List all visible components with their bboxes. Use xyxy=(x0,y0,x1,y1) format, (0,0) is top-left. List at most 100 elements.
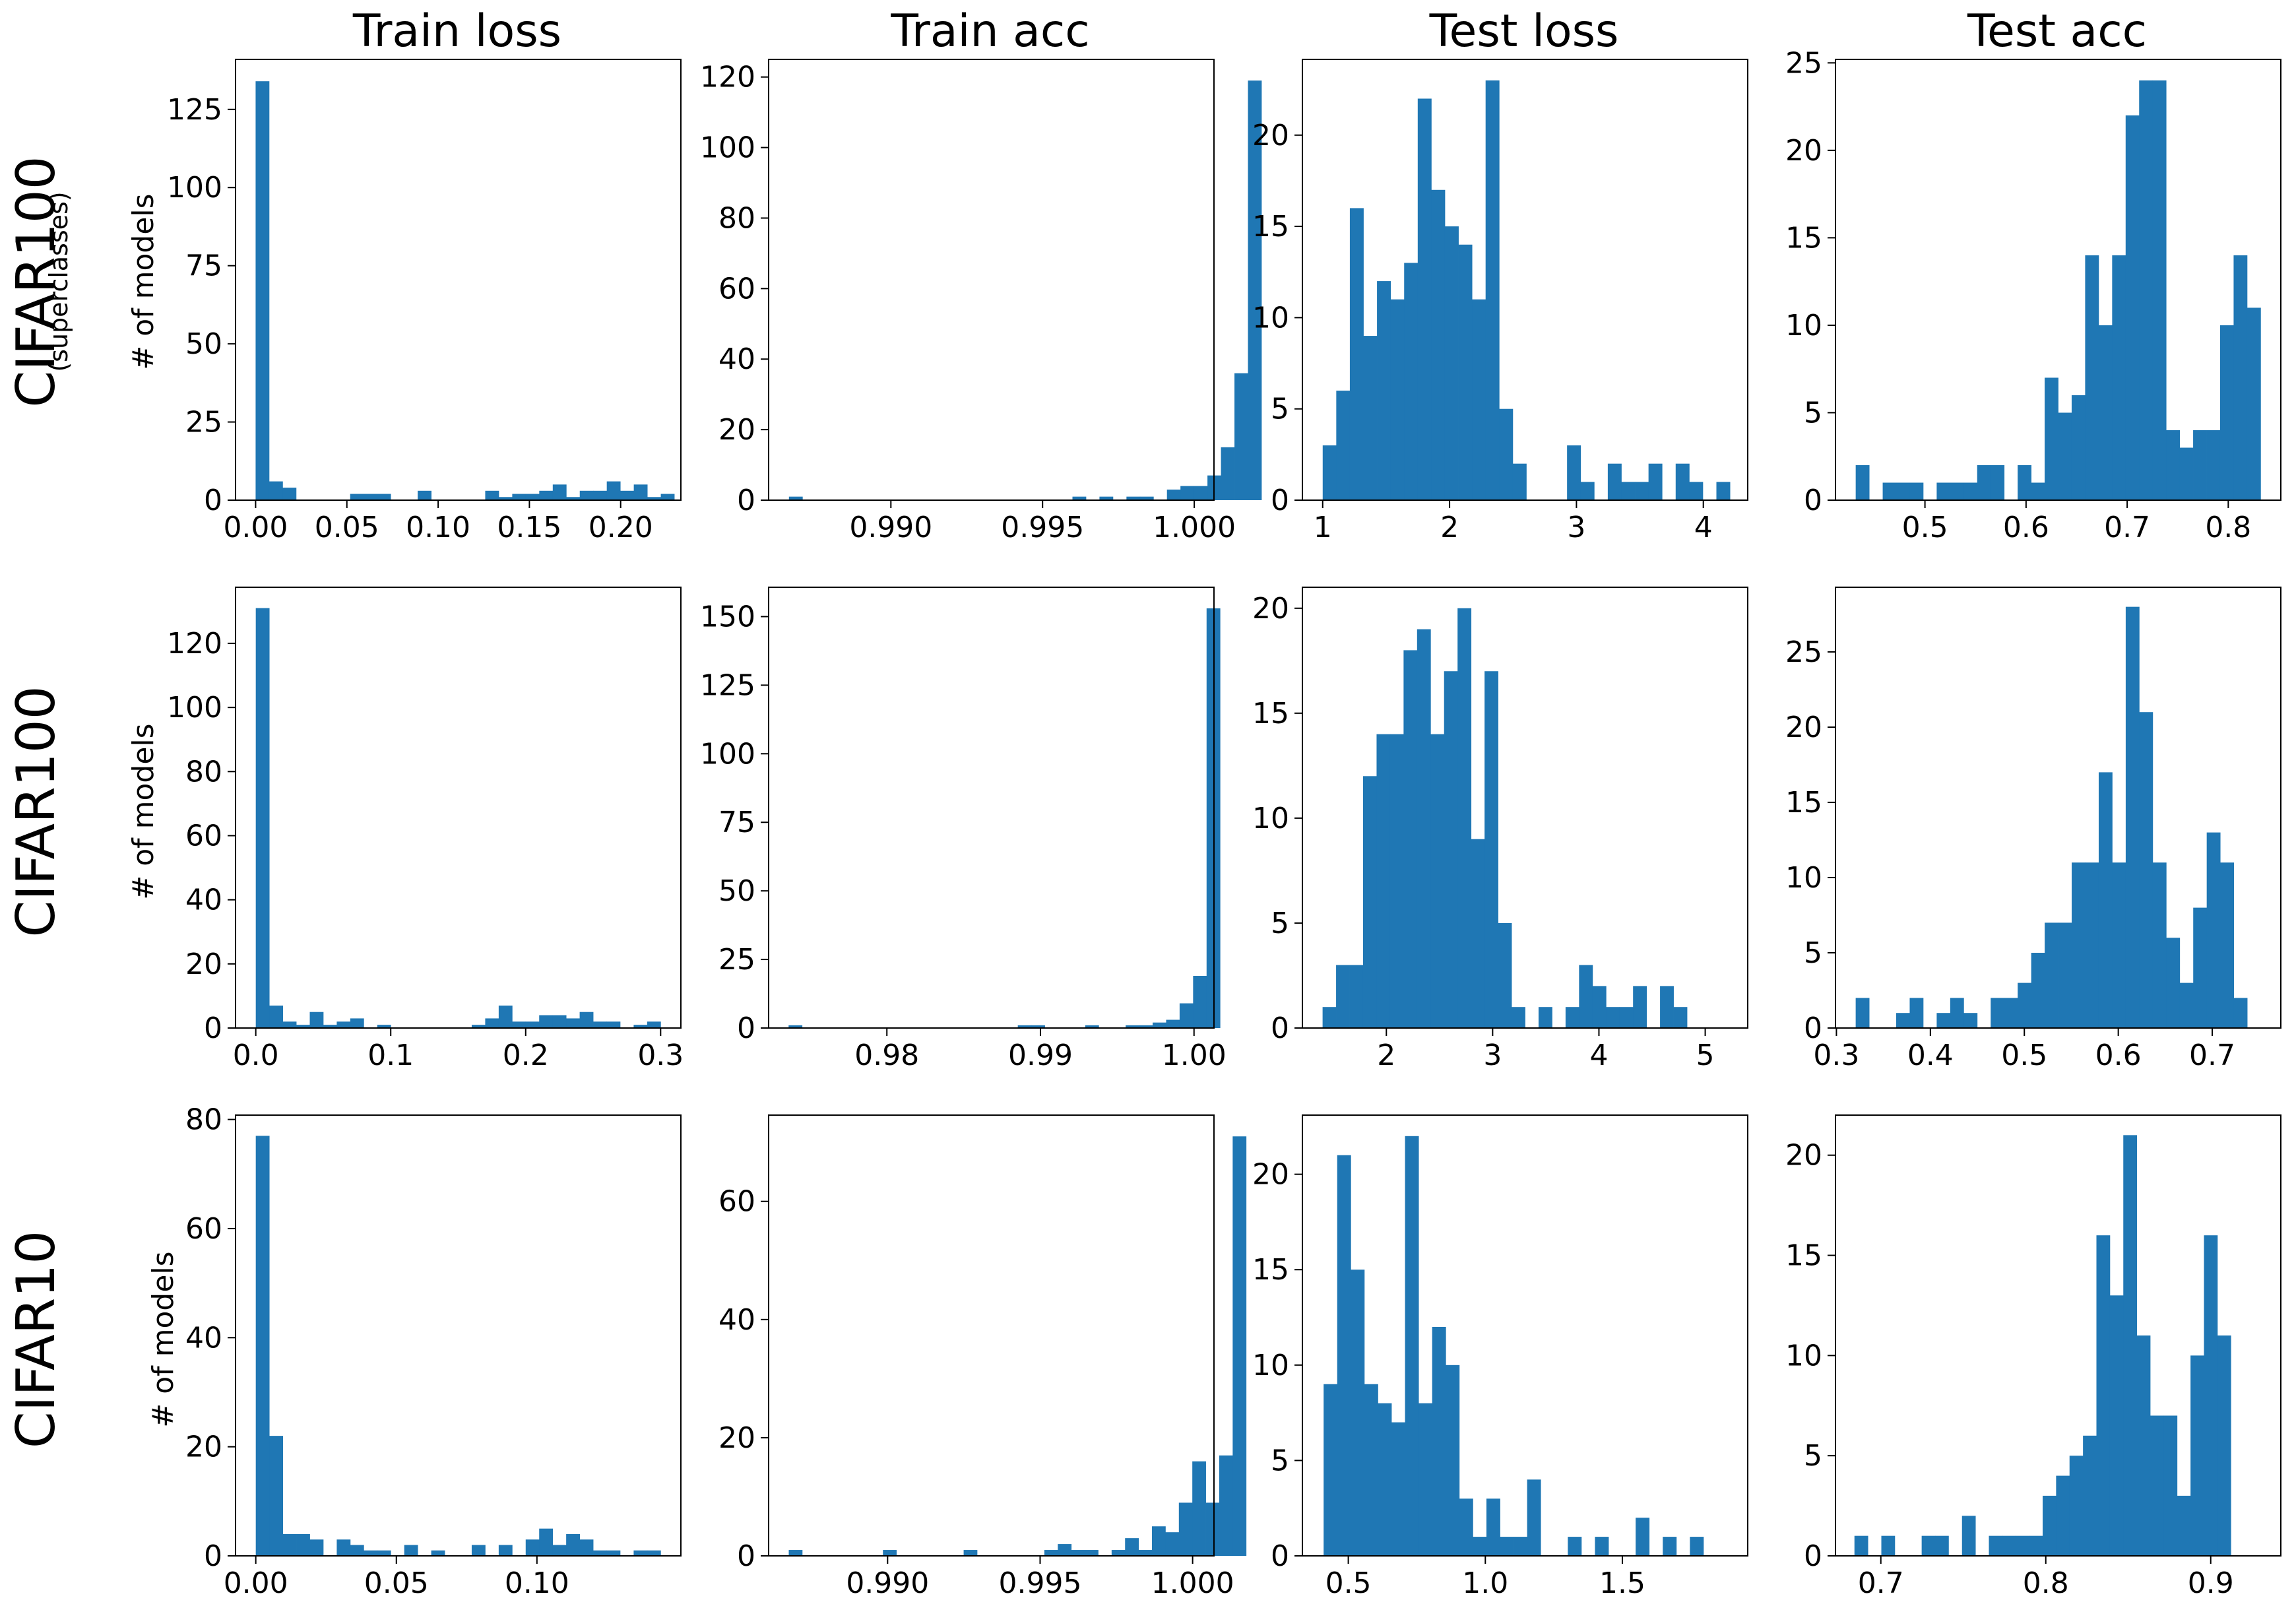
y-tick-label: 25 xyxy=(718,943,755,977)
histogram-bar xyxy=(498,1545,513,1556)
y-tick-label: 80 xyxy=(185,1103,222,1137)
histogram-bar xyxy=(1619,1007,1634,1028)
histogram-bar xyxy=(633,1550,648,1556)
histogram-bar xyxy=(1606,1007,1620,1028)
histogram-bar xyxy=(1139,1025,1153,1028)
histogram-bar xyxy=(2179,447,2194,500)
histogram-bar xyxy=(620,490,635,500)
histogram-bar xyxy=(593,1550,607,1556)
histogram-bar xyxy=(1580,482,1595,500)
bars xyxy=(1854,1135,2231,1556)
histogram-bar xyxy=(1322,445,1337,500)
y-tick-label: 5 xyxy=(1804,936,1822,970)
histogram-bar xyxy=(350,494,364,500)
histogram-bar xyxy=(1579,965,1593,1028)
histogram-bar xyxy=(1179,1003,1194,1028)
histogram-bar xyxy=(471,1545,486,1556)
y-tick-label: 0 xyxy=(1804,1012,1822,1045)
histogram-bar xyxy=(1166,1019,1180,1028)
y-tick-label: 60 xyxy=(718,1185,755,1219)
bars xyxy=(1855,80,2261,500)
histogram-bar xyxy=(1499,408,1514,500)
histogram-bar xyxy=(2152,862,2167,1028)
x-tick-label: 2 xyxy=(1440,511,1459,544)
axes-frame xyxy=(768,587,1215,1029)
histogram-bar xyxy=(1977,465,1991,500)
y-tick-label: 20 xyxy=(185,948,222,981)
histogram-bar xyxy=(1444,671,1458,1028)
histogram-bar xyxy=(1389,734,1404,1028)
column-title-train-loss: Train loss xyxy=(352,5,561,57)
histogram-bar xyxy=(1636,1518,1650,1556)
y-tick-label: 15 xyxy=(1785,786,1822,820)
histogram-bar xyxy=(255,81,270,500)
y-tick-label: 0 xyxy=(1804,1539,1822,1573)
histogram-bar xyxy=(309,1539,324,1556)
histogram-bar xyxy=(1991,998,2005,1028)
histogram-bar xyxy=(1219,1455,1233,1556)
y-tick-label: 100 xyxy=(700,737,755,771)
histogram-bar xyxy=(1221,447,1235,500)
histogram-bar xyxy=(1072,496,1087,500)
histogram-bar xyxy=(1363,336,1378,500)
histogram-bar xyxy=(2096,1235,2111,1556)
x-tick-label: 1.0 xyxy=(1462,1566,1508,1600)
y-tick-label: 20 xyxy=(1252,119,1289,152)
y-tick-label: 20 xyxy=(718,413,755,447)
y-tick-label: 60 xyxy=(718,272,755,306)
histogram-bar xyxy=(1152,1526,1166,1556)
histogram-bar xyxy=(1633,986,1647,1028)
histogram-bar xyxy=(1485,80,1500,500)
histogram-bar xyxy=(2056,1475,2070,1556)
histogram-bar xyxy=(1458,244,1473,500)
histogram-bar xyxy=(1459,1498,1473,1556)
histogram-bar xyxy=(1567,445,1581,500)
y-tick-label: 10 xyxy=(1252,1349,1289,1382)
histogram-bar xyxy=(377,1550,391,1556)
x-tick-label: 0.990 xyxy=(846,1566,929,1600)
histogram-bar xyxy=(579,1539,594,1556)
histogram-bar xyxy=(1909,482,1924,500)
histogram-bar xyxy=(282,1533,297,1556)
x-tick-label: 0.20 xyxy=(589,511,653,544)
x-tick-label: 0.00 xyxy=(223,511,288,544)
histogram-bar xyxy=(1527,1479,1541,1556)
histogram-bar xyxy=(1498,922,1512,1028)
histogram-bar xyxy=(606,481,621,500)
histogram-bar xyxy=(1689,482,1704,500)
histogram-bar xyxy=(1234,373,1248,500)
histogram-bar xyxy=(2123,1135,2138,1556)
histogram-bar xyxy=(1690,1537,1704,1556)
x-tick-label: 1.5 xyxy=(1599,1566,1645,1600)
x-tick-label: 3 xyxy=(1567,511,1585,544)
row-label-cifar10: CIFAR10 xyxy=(5,1231,67,1448)
y-tick-label: 0 xyxy=(737,484,755,517)
histogram-bar xyxy=(1854,1535,1868,1556)
histogram-bar xyxy=(1390,299,1405,500)
y-tick-label: 10 xyxy=(1252,802,1289,835)
histogram-test-acc-row-2: 0.3 0.4 0.5 0.6 0.7 0 5 10 15 20 25 xyxy=(1785,587,2281,1072)
histogram-bar xyxy=(552,1545,567,1556)
histogram-bar xyxy=(1180,486,1195,500)
column-titles: Train loss Train acc Test loss Test acc xyxy=(352,5,2147,57)
histogram-bar xyxy=(1607,463,1622,500)
histogram-bar xyxy=(2045,922,2058,1028)
histogram-bar xyxy=(2045,377,2058,500)
histogram-bar xyxy=(2112,862,2126,1028)
histogram-bar xyxy=(2163,1415,2178,1556)
x-tick-label: 0.10 xyxy=(505,1566,569,1600)
y-tick-label: 0 xyxy=(204,484,222,517)
histogram-bar xyxy=(1139,496,1154,500)
y-tick-label: 15 xyxy=(1252,1253,1289,1287)
axes-frame xyxy=(1302,587,1748,1029)
histogram-bar xyxy=(1896,1013,1910,1028)
histogram-bar xyxy=(1178,1502,1193,1556)
histogram-bar xyxy=(1909,998,1924,1028)
bars xyxy=(1323,1136,1704,1556)
histogram-bar xyxy=(2016,1535,2030,1556)
axes-frame xyxy=(768,1114,1215,1557)
histogram-train-acc-row-2: 0.98 0.99 1.00 0 25 50 75 100 125 150 xyxy=(700,587,1227,1072)
histogram-bar xyxy=(1248,80,1262,500)
histogram-bar xyxy=(2004,998,2018,1028)
